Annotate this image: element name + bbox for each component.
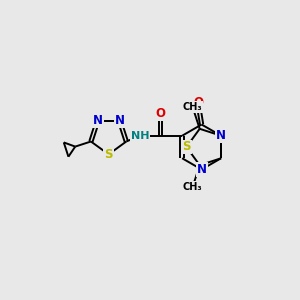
Text: S: S xyxy=(182,140,191,154)
Text: S: S xyxy=(104,148,113,161)
Text: O: O xyxy=(155,107,166,120)
Text: NH: NH xyxy=(131,131,149,141)
Text: CH₃: CH₃ xyxy=(183,102,202,112)
Text: N: N xyxy=(115,114,124,127)
Text: N: N xyxy=(93,114,103,127)
Text: N: N xyxy=(196,163,207,176)
Text: N: N xyxy=(216,129,226,142)
Text: O: O xyxy=(194,95,204,109)
Text: CH₃: CH₃ xyxy=(183,182,202,192)
